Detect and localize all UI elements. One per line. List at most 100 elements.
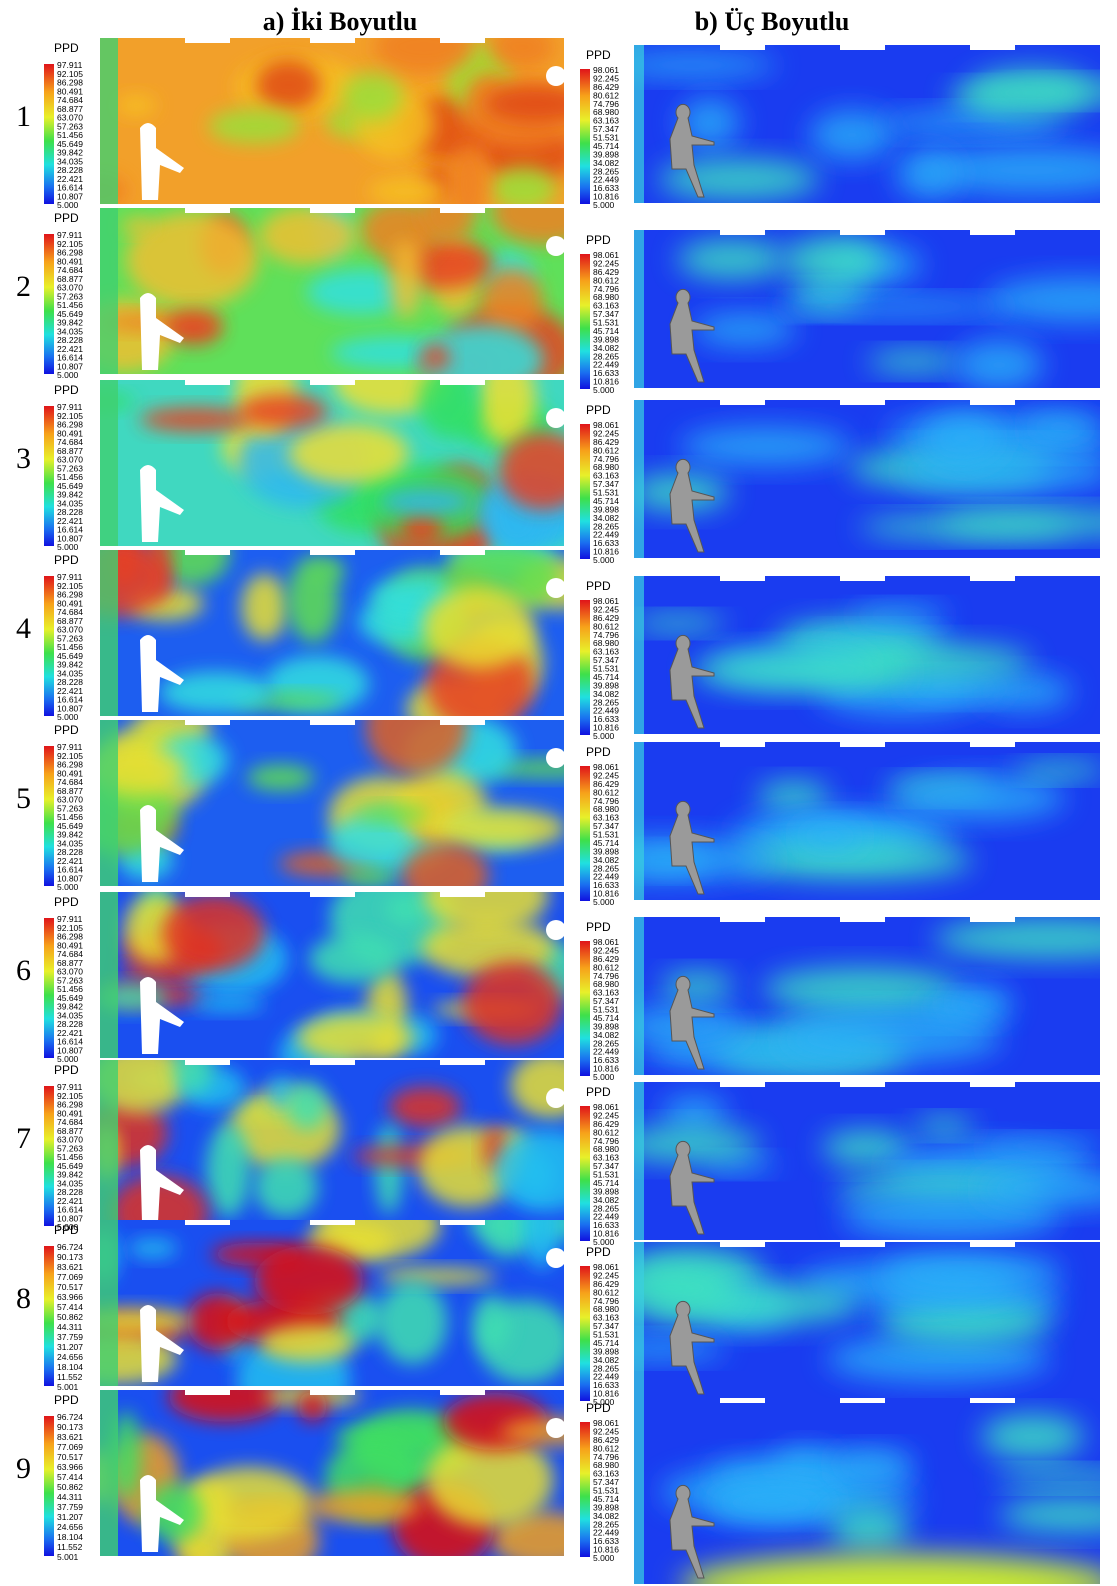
legend-label: 10.807	[57, 703, 83, 713]
row-number: 8	[16, 1282, 31, 1315]
contour-blob	[472, 1294, 510, 1351]
legend-label: 51.531	[593, 488, 619, 498]
legend-label: 16.614	[57, 865, 83, 875]
contour-blob	[424, 892, 549, 933]
colorbar	[580, 766, 590, 901]
legend-label: 74.684	[57, 265, 83, 275]
legend-label: 92.245	[593, 770, 619, 780]
legend-label: 5.000	[593, 1072, 615, 1082]
legend-label: 80.491	[57, 428, 83, 438]
occupant	[140, 1145, 184, 1222]
mannequin	[669, 975, 715, 1070]
legend-label: 51.456	[57, 984, 83, 994]
legend-label: 16.614	[57, 183, 83, 193]
contour-blob	[241, 573, 288, 641]
column-title: a) İki Boyutlu	[263, 7, 418, 36]
contour-blob	[238, 393, 328, 429]
legend-label: 68.877	[57, 446, 83, 456]
legend-label: 51.456	[57, 642, 83, 652]
contour-blob	[1024, 413, 1098, 440]
legend-label: 68.980	[593, 1460, 619, 1470]
legend-label: 39.898	[593, 1502, 619, 1512]
legend-label: 28.228	[57, 335, 83, 345]
legend-label: 98.061	[593, 1262, 619, 1272]
occupant	[140, 123, 184, 200]
legend-label: 83.621	[57, 1262, 83, 1272]
left-wall	[634, 1082, 644, 1240]
vent	[840, 1082, 885, 1087]
legend-label: 22.421	[57, 344, 83, 354]
legend-label: 63.070	[57, 113, 83, 123]
legend-label: 22.449	[593, 360, 619, 370]
legend-label: 63.163	[593, 301, 619, 311]
contour	[100, 892, 564, 1058]
inlet	[546, 236, 564, 256]
legend-label: 68.877	[57, 786, 83, 796]
left-panel: PPD 97.91192.10586.29880.49174.68468.8776…	[44, 1060, 564, 1232]
legend-label: 24.656	[57, 1522, 83, 1532]
legend-label: 68.980	[593, 292, 619, 302]
contour-blob	[691, 651, 909, 691]
occupant	[140, 465, 184, 542]
legend-label: 80.612	[593, 275, 619, 285]
legend-label: 74.796	[593, 1452, 619, 1462]
legend-label: 28.265	[593, 521, 619, 531]
vent	[720, 45, 765, 50]
contour-blob	[913, 1116, 975, 1135]
legend-label: 57.263	[57, 291, 83, 301]
legend-label: 57.263	[57, 803, 83, 813]
vent	[840, 742, 885, 747]
colorbar	[44, 1246, 54, 1386]
colorbar	[44, 746, 54, 886]
contour-blob	[208, 108, 301, 144]
legend-label: 63.163	[593, 813, 619, 823]
left-wall	[634, 1398, 644, 1584]
legend-label: 5.000	[57, 542, 79, 552]
legend-label: 86.429	[593, 1119, 619, 1129]
legend-label: 45.649	[57, 651, 83, 661]
inlet	[546, 920, 564, 940]
right-panel: PPD 98.06192.24586.42980.61274.79668.9806…	[580, 400, 1100, 565]
contour-blob	[490, 167, 556, 204]
colorbar	[580, 941, 590, 1076]
right-panel: PPD 98.06192.24586.42980.61274.79668.9806…	[580, 742, 1100, 907]
vent	[185, 1220, 230, 1225]
legend-label: 34.035	[57, 1010, 83, 1020]
legend-label: 92.245	[593, 73, 619, 83]
legend-title: PPD	[54, 1393, 79, 1407]
vent	[440, 720, 485, 725]
occupant	[140, 1475, 184, 1552]
legend-label: 10.816	[593, 377, 619, 387]
legend-label: 39.842	[57, 318, 83, 328]
legend-label: 22.421	[57, 516, 83, 526]
legend-label: 28.265	[593, 1038, 619, 1048]
legend-label: 86.298	[57, 78, 83, 88]
legend-label: 74.684	[57, 95, 83, 105]
contour-blob	[897, 447, 1100, 493]
legend-label: 86.429	[593, 1435, 619, 1445]
legend-label: 22.421	[57, 686, 83, 696]
contour-blob	[187, 1293, 250, 1351]
legend-label: 57.263	[57, 463, 83, 473]
contour-blob	[977, 1169, 1100, 1209]
mannequin	[669, 634, 715, 729]
legend-label: 96.724	[57, 1412, 83, 1422]
contour-blob	[296, 1013, 415, 1058]
vent	[185, 208, 230, 213]
legend-label: 51.456	[57, 812, 83, 822]
inlet	[546, 1418, 564, 1438]
legend-title: PPD	[586, 920, 611, 934]
mannequin	[669, 800, 715, 895]
right-panel: PPD 98.06192.24586.42980.61274.79668.9806…	[580, 1082, 1100, 1247]
legend-label: 74.796	[593, 284, 619, 294]
colorbar	[580, 424, 590, 559]
legend-label: 74.796	[593, 454, 619, 464]
legend-label: 51.531	[593, 1170, 619, 1180]
legend-label: 10.816	[593, 1064, 619, 1074]
left-wall	[634, 742, 644, 900]
vent	[310, 892, 355, 897]
vent	[970, 400, 1015, 405]
contour-blob	[478, 380, 537, 445]
legend-label: 80.491	[57, 598, 83, 608]
colorbar	[44, 406, 54, 546]
